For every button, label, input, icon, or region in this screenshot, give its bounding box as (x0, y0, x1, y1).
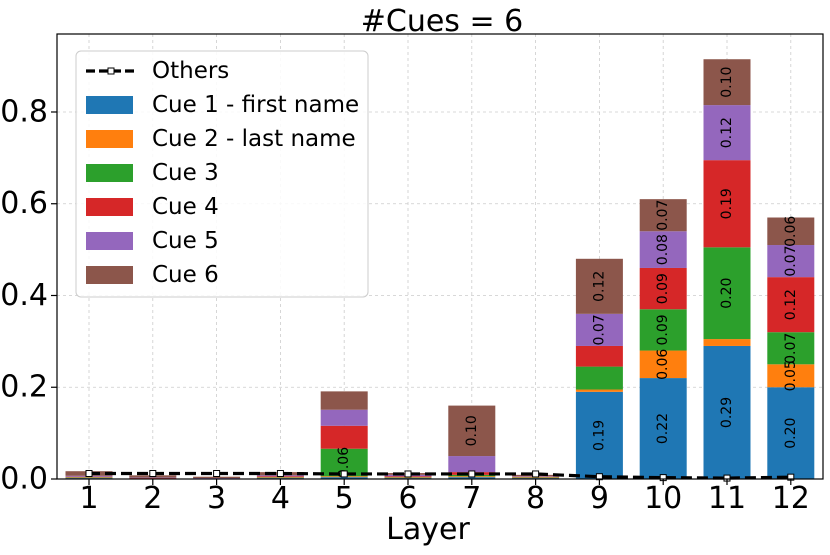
bar-segment (321, 426, 368, 449)
bar-value-label: 0.06 (655, 349, 671, 380)
x-tick-label: 7 (462, 481, 481, 516)
others-marker (405, 471, 411, 477)
bar-value-label: 0.07 (591, 314, 607, 345)
legend-label: Cue 5 (152, 228, 219, 254)
others-marker (214, 470, 220, 476)
y-tick-label: 0.6 (0, 186, 48, 221)
bar-value-label: 0.08 (655, 234, 671, 265)
bar-value-label: 0.12 (719, 117, 735, 148)
x-tick-label: 10 (644, 481, 682, 516)
legend-line-marker (108, 68, 114, 74)
y-tick-label: 0.4 (0, 278, 48, 313)
legend-swatch (86, 96, 133, 114)
x-tick-label: 4 (271, 481, 290, 516)
legend-label: Cue 4 (152, 194, 219, 220)
others-marker (150, 470, 156, 476)
legend-label: Cue 3 (152, 160, 219, 186)
others-marker (341, 471, 347, 477)
x-tick-label: 2 (143, 481, 162, 516)
x-tick-label: 1 (79, 481, 98, 516)
bar-value-label: 0.20 (783, 418, 799, 449)
bar-value-label: 0.07 (783, 333, 799, 364)
x-axis-label: Layer (386, 512, 470, 547)
bar-segment (321, 391, 368, 409)
bar-value-label: 0.29 (719, 397, 735, 428)
y-tick-label: 0.8 (0, 94, 48, 129)
bar-value-label: 0.09 (655, 314, 671, 345)
legend-swatch (86, 130, 133, 148)
bar-segment (321, 410, 368, 426)
bar-segment (576, 346, 623, 367)
others-marker (469, 471, 475, 477)
x-tick-label: 5 (335, 481, 354, 516)
bar-value-label: 0.19 (719, 188, 735, 219)
bar-value-label: 0.12 (783, 289, 799, 320)
bar-segment (448, 456, 495, 472)
legend-label: Others (152, 58, 229, 84)
bar-value-label: 0.07 (655, 200, 671, 231)
bar-value-label: 0.20 (719, 278, 735, 309)
bar-segment (704, 339, 751, 346)
others-marker (86, 470, 92, 476)
y-axis: 0.0 0.2 0.4 0.6 0.8 (0, 94, 57, 496)
legend-label: Cue 1 - first name (152, 92, 359, 118)
x-tick-label: 11 (708, 481, 746, 516)
others-marker (277, 470, 283, 476)
x-tick-label: 12 (772, 481, 810, 516)
legend: Others Cue 1 - first name Cue 2 - last nam… (76, 51, 368, 297)
bar-value-label: 0.10 (719, 67, 735, 98)
bar-value-label: 0.10 (464, 415, 480, 446)
bar-segment (576, 390, 623, 392)
legend-swatch (86, 232, 133, 250)
x-tick-label: 3 (207, 481, 226, 516)
legend-swatch (86, 164, 133, 182)
others-marker (533, 471, 539, 477)
legend-label: Cue 6 (152, 262, 219, 288)
bar-value-label: 0.06 (783, 216, 799, 247)
y-tick-label: 0.2 (0, 370, 48, 405)
bar-value-label: 0.19 (591, 420, 607, 451)
bar-value-label: 0.05 (783, 360, 799, 391)
bar-value-label: 0.12 (591, 271, 607, 302)
x-tick-label: 6 (398, 481, 417, 516)
bar-value-label: 0.09 (655, 273, 671, 304)
bar-segment (576, 367, 623, 390)
bar-value-label: 0.07 (783, 246, 799, 277)
x-tick-label: 9 (590, 481, 609, 516)
legend-swatch (86, 198, 133, 216)
legend-swatch (86, 266, 133, 284)
bar-value-label: 0.22 (655, 413, 671, 444)
y-tick-label: 0.0 (0, 462, 48, 497)
legend-label: Cue 2 - last name (152, 126, 356, 152)
x-tick-label: 8 (526, 481, 545, 516)
